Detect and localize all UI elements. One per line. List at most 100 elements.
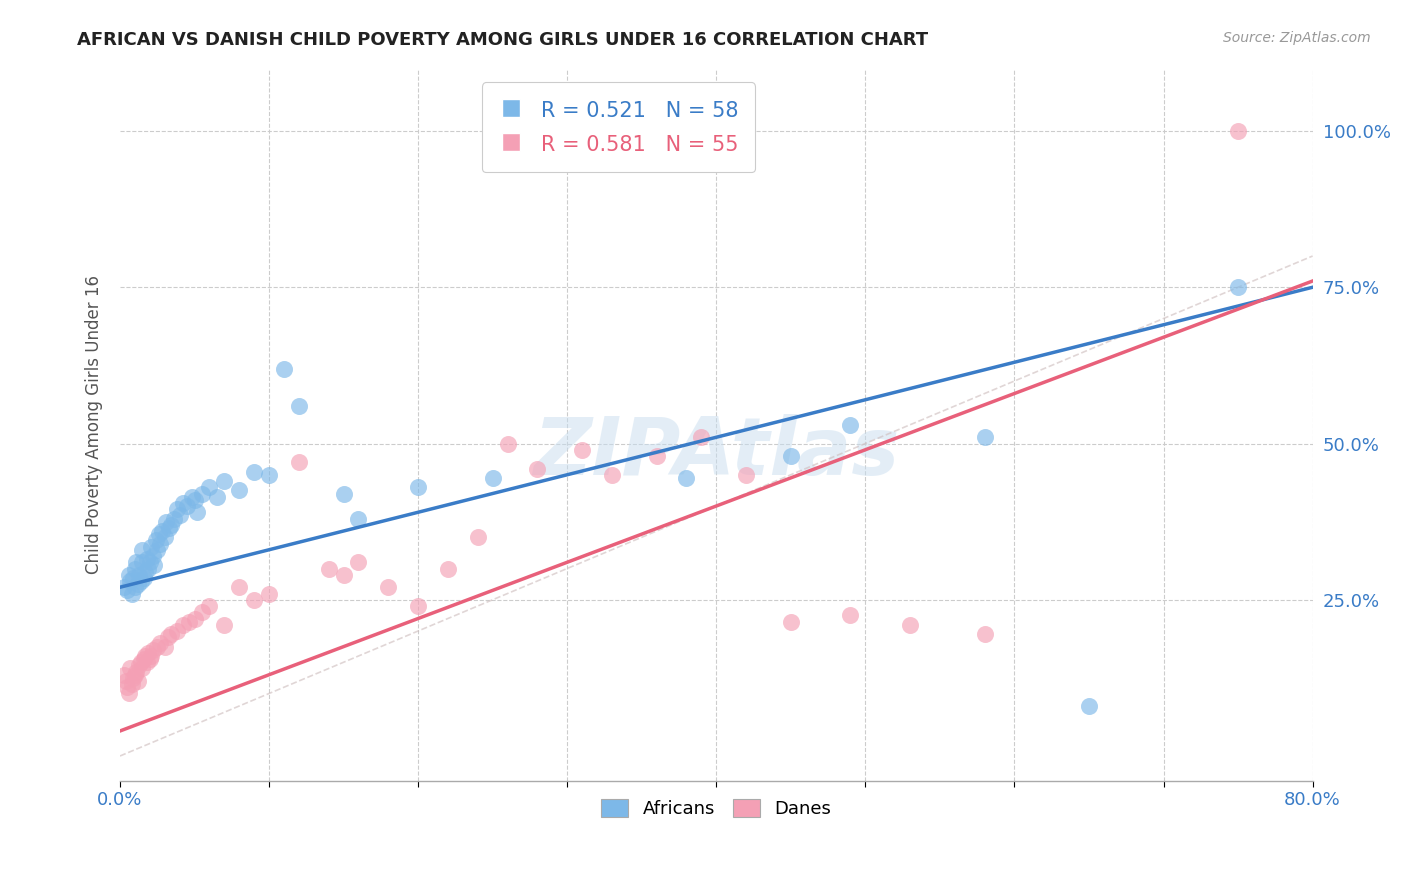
- Point: [198, 480, 221, 494]
- Point: [273, 361, 295, 376]
- Point: [496, 436, 519, 450]
- Point: [645, 449, 668, 463]
- Point: [129, 655, 152, 669]
- Point: [162, 511, 184, 525]
- Point: [120, 661, 142, 675]
- Text: AFRICAN VS DANISH CHILD POVERTY AMONG GIRLS UNDER 16 CORRELATION CHART: AFRICAN VS DANISH CHILD POVERTY AMONG GI…: [77, 31, 928, 49]
- Point: [120, 574, 142, 588]
- Point: [156, 630, 179, 644]
- Point: [157, 521, 180, 535]
- Point: [114, 580, 136, 594]
- Point: [128, 567, 150, 582]
- Point: [214, 474, 236, 488]
- Text: Source: ZipAtlas.com: Source: ZipAtlas.com: [1223, 31, 1371, 45]
- Point: [406, 480, 429, 494]
- Point: [257, 586, 280, 600]
- Point: [675, 471, 697, 485]
- Point: [125, 555, 148, 569]
- Legend: Africans, Danes: Africans, Danes: [593, 791, 838, 825]
- Point: [839, 608, 862, 623]
- Point: [318, 561, 340, 575]
- Point: [177, 615, 200, 629]
- Point: [153, 640, 176, 654]
- Point: [214, 617, 236, 632]
- Point: [124, 580, 146, 594]
- Point: [134, 565, 156, 579]
- Point: [131, 661, 153, 675]
- Point: [153, 530, 176, 544]
- Point: [169, 508, 191, 523]
- Point: [125, 665, 148, 679]
- Point: [141, 540, 163, 554]
- Point: [347, 511, 370, 525]
- Point: [135, 552, 157, 566]
- Point: [481, 471, 503, 485]
- Point: [131, 542, 153, 557]
- Point: [467, 530, 489, 544]
- Point: [172, 496, 194, 510]
- Point: [180, 490, 202, 504]
- Point: [149, 536, 172, 550]
- Point: [148, 527, 170, 541]
- Point: [118, 686, 141, 700]
- Point: [243, 465, 266, 479]
- Point: [1227, 124, 1250, 138]
- Point: [176, 499, 198, 513]
- Point: [139, 555, 162, 569]
- Point: [142, 642, 165, 657]
- Point: [377, 580, 399, 594]
- Point: [735, 467, 758, 482]
- Point: [172, 617, 194, 632]
- Point: [347, 555, 370, 569]
- Point: [122, 671, 145, 685]
- Point: [288, 399, 311, 413]
- Point: [146, 542, 169, 557]
- Point: [571, 442, 593, 457]
- Point: [142, 549, 165, 563]
- Point: [690, 430, 713, 444]
- Point: [155, 515, 177, 529]
- Point: [166, 624, 188, 638]
- Point: [166, 502, 188, 516]
- Point: [136, 646, 159, 660]
- Point: [191, 605, 214, 619]
- Point: [198, 599, 221, 613]
- Point: [141, 648, 163, 663]
- Point: [1227, 280, 1250, 294]
- Point: [779, 449, 801, 463]
- Point: [143, 558, 166, 573]
- Point: [118, 567, 141, 582]
- Y-axis label: Child Poverty Among Girls Under 16: Child Poverty Among Girls Under 16: [86, 276, 103, 574]
- Point: [228, 483, 250, 498]
- Point: [117, 680, 139, 694]
- Point: [257, 467, 280, 482]
- Point: [115, 673, 138, 688]
- Text: ZIPAtlas: ZIPAtlas: [533, 414, 900, 492]
- Point: [1078, 698, 1101, 713]
- Point: [122, 571, 145, 585]
- Point: [129, 574, 152, 588]
- Point: [135, 655, 157, 669]
- Point: [191, 486, 214, 500]
- Point: [228, 580, 250, 594]
- Point: [132, 571, 155, 585]
- Point: [117, 583, 139, 598]
- Point: [136, 561, 159, 575]
- Point: [898, 617, 921, 632]
- Point: [159, 517, 181, 532]
- Point: [132, 652, 155, 666]
- Point: [839, 417, 862, 432]
- Point: [124, 667, 146, 681]
- Point: [437, 561, 460, 575]
- Point: [127, 673, 149, 688]
- Point: [332, 567, 354, 582]
- Point: [150, 524, 173, 538]
- Point: [205, 490, 228, 504]
- Point: [406, 599, 429, 613]
- Point: [288, 455, 311, 469]
- Point: [121, 677, 143, 691]
- Point: [149, 636, 172, 650]
- Point: [526, 461, 548, 475]
- Point: [973, 627, 995, 641]
- Point: [121, 586, 143, 600]
